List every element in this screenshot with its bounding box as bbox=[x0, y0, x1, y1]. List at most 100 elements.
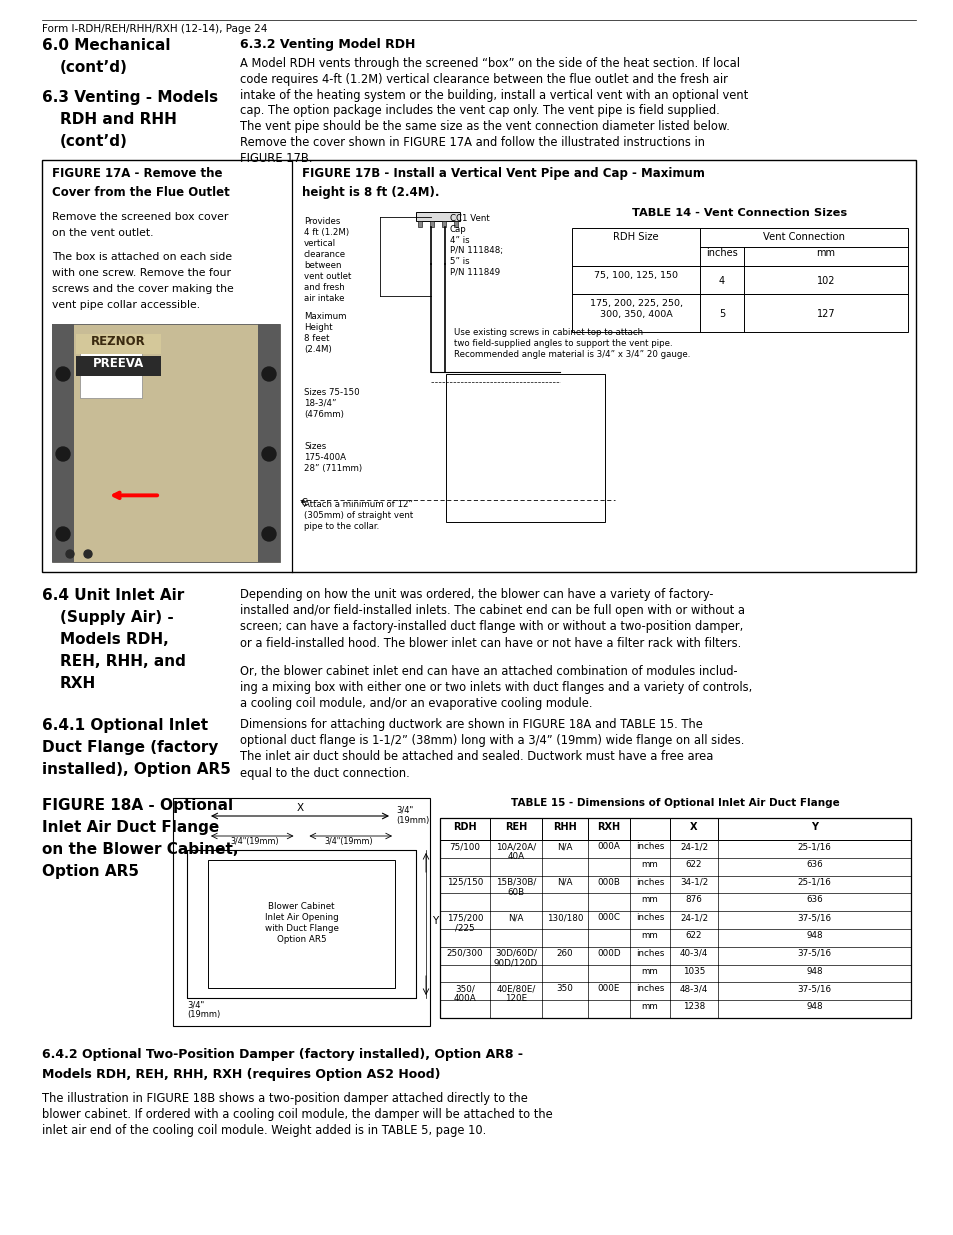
Text: REH, RHH, and: REH, RHH, and bbox=[60, 655, 186, 669]
Text: Models RDH, REH, RHH, RXH (requires Option AS2 Hood): Models RDH, REH, RHH, RXH (requires Opti… bbox=[42, 1068, 440, 1081]
Text: 000B: 000B bbox=[597, 878, 619, 887]
Text: Form I-RDH/REH/RHH/RXH (12-14), Page 24: Form I-RDH/REH/RHH/RXH (12-14), Page 24 bbox=[42, 23, 267, 35]
Text: or a field-installed hood. The blower inlet can have or not have a filter rack w: or a field-installed hood. The blower in… bbox=[240, 636, 740, 650]
Text: inlet air end of the cooling coil module. Weight added is in TABLE 5, page 10.: inlet air end of the cooling coil module… bbox=[42, 1124, 486, 1137]
Text: mm: mm bbox=[641, 931, 658, 940]
Bar bbox=[417, 221, 421, 227]
Text: Duct Flange (factory: Duct Flange (factory bbox=[42, 740, 218, 755]
Text: Inlet Air Duct Flange: Inlet Air Duct Flange bbox=[42, 820, 219, 835]
Text: 000A: 000A bbox=[597, 842, 619, 851]
Text: 127: 127 bbox=[816, 309, 835, 319]
Text: 6.4.1 Optional Inlet: 6.4.1 Optional Inlet bbox=[42, 718, 208, 734]
Text: 1238: 1238 bbox=[682, 1002, 704, 1011]
Text: Option AR5: Option AR5 bbox=[42, 864, 139, 879]
Text: 34-1/2: 34-1/2 bbox=[679, 878, 707, 887]
Text: 3/4"
(19mm): 3/4" (19mm) bbox=[395, 806, 429, 825]
Text: RHH: RHH bbox=[553, 823, 577, 832]
Text: 25-1/16: 25-1/16 bbox=[797, 842, 830, 851]
Text: 636: 636 bbox=[805, 860, 821, 868]
Text: inches: inches bbox=[635, 878, 663, 887]
Text: 175, 200, 225, 250,
300, 350, 400A: 175, 200, 225, 250, 300, 350, 400A bbox=[589, 299, 681, 319]
Text: 15B/30B/
60B: 15B/30B/ 60B bbox=[496, 878, 536, 897]
Text: FIGURE 17B - Install a Vertical Vent Pipe and Cap - Maximum: FIGURE 17B - Install a Vertical Vent Pip… bbox=[302, 167, 704, 180]
Text: 5: 5 bbox=[719, 309, 724, 319]
Text: 622: 622 bbox=[685, 931, 701, 940]
Text: RXH: RXH bbox=[597, 823, 619, 832]
Bar bbox=[572, 228, 907, 266]
Text: The vent pipe should be the same size as the vent connection diameter listed bel: The vent pipe should be the same size as… bbox=[240, 120, 729, 133]
Bar bbox=[446, 374, 604, 522]
Bar bbox=[76, 356, 161, 375]
Text: 3/4"(19mm): 3/4"(19mm) bbox=[324, 837, 373, 846]
Text: on the vent outlet.: on the vent outlet. bbox=[52, 228, 153, 238]
Bar bbox=[52, 324, 280, 562]
Bar bbox=[439, 818, 910, 840]
Text: 1035: 1035 bbox=[682, 967, 704, 976]
Text: 37-5/16: 37-5/16 bbox=[797, 984, 831, 993]
Text: a cooling coil module, and/or an evaporative cooling module.: a cooling coil module, and/or an evapora… bbox=[240, 698, 592, 710]
Text: The inlet air duct should be attached and sealed. Ductwork must have a free area: The inlet air duct should be attached an… bbox=[240, 751, 713, 763]
Text: RDH Size: RDH Size bbox=[613, 232, 659, 242]
Text: inches: inches bbox=[635, 842, 663, 851]
Text: mm: mm bbox=[641, 1002, 658, 1011]
Text: Use existing screws in cabinet top to attach
two field-supplied angles to suppor: Use existing screws in cabinet top to at… bbox=[454, 329, 690, 359]
Text: code requires 4-ft (1.2M) vertical clearance between the flue outlet and the fre: code requires 4-ft (1.2M) vertical clear… bbox=[240, 73, 727, 85]
Text: screen; can have a factory-installed duct flange with or without a two-position : screen; can have a factory-installed duc… bbox=[240, 620, 742, 634]
Text: mm: mm bbox=[641, 895, 658, 904]
Text: The box is attached on each side: The box is attached on each side bbox=[52, 252, 232, 262]
Text: 948: 948 bbox=[805, 967, 821, 976]
Text: 40E/80E/
120E: 40E/80E/ 120E bbox=[496, 984, 536, 1004]
Text: inches: inches bbox=[635, 913, 663, 923]
Text: Or, the blower cabinet inlet end can have an attached combination of modules inc: Or, the blower cabinet inlet end can hav… bbox=[240, 664, 737, 678]
Circle shape bbox=[56, 527, 70, 541]
Text: with one screw. Remove the four: with one screw. Remove the four bbox=[52, 268, 231, 278]
Text: N/A: N/A bbox=[557, 878, 572, 887]
Text: RDH and RHH: RDH and RHH bbox=[60, 112, 176, 127]
Text: 6.4.2 Optional Two-Position Damper (factory installed), Option AR8 -: 6.4.2 Optional Two-Position Damper (fact… bbox=[42, 1049, 522, 1061]
Text: 948: 948 bbox=[805, 931, 821, 940]
Text: Dimensions for attaching ductwork are shown in FIGURE 18A and TABLE 15. The: Dimensions for attaching ductwork are sh… bbox=[240, 718, 702, 731]
Text: 24-1/2: 24-1/2 bbox=[679, 913, 707, 923]
Text: Remove the cover shown in FIGURE 17A and follow the illustrated instructions in: Remove the cover shown in FIGURE 17A and… bbox=[240, 136, 704, 149]
Text: (cont’d): (cont’d) bbox=[60, 61, 128, 75]
Text: height is 8 ft (2.4M).: height is 8 ft (2.4M). bbox=[302, 186, 439, 199]
Text: 75, 100, 125, 150: 75, 100, 125, 150 bbox=[594, 270, 678, 280]
Text: mm: mm bbox=[641, 860, 658, 868]
Text: 102: 102 bbox=[816, 275, 835, 287]
Text: installed), Option AR5: installed), Option AR5 bbox=[42, 762, 231, 777]
Bar bbox=[80, 352, 142, 398]
Text: Sizes 75-150
18-3/4”
(476mm): Sizes 75-150 18-3/4” (476mm) bbox=[304, 388, 359, 419]
Text: TABLE 14 - Vent Connection Sizes: TABLE 14 - Vent Connection Sizes bbox=[632, 207, 846, 219]
Bar bbox=[76, 333, 161, 354]
Text: 260: 260 bbox=[557, 948, 573, 958]
Text: 24-1/2: 24-1/2 bbox=[679, 842, 707, 851]
Text: Blower Cabinet
Inlet Air Opening
with Duct Flange
Option AR5: Blower Cabinet Inlet Air Opening with Du… bbox=[264, 902, 338, 945]
Text: 25-1/16: 25-1/16 bbox=[797, 878, 830, 887]
Bar bbox=[52, 324, 74, 562]
Text: 130/180: 130/180 bbox=[546, 913, 582, 923]
Bar bbox=[172, 798, 430, 1026]
Text: optional duct flange is 1-1/2” (38mm) long with a 3/4” (19mm) wide flange on all: optional duct flange is 1-1/2” (38mm) lo… bbox=[240, 734, 743, 747]
Text: 175/200
/225: 175/200 /225 bbox=[446, 913, 483, 932]
Text: 636: 636 bbox=[805, 895, 821, 904]
Text: 000E: 000E bbox=[598, 984, 619, 993]
Text: inches: inches bbox=[705, 248, 737, 258]
Text: 000C: 000C bbox=[597, 913, 619, 923]
Text: RDH: RDH bbox=[453, 823, 476, 832]
Bar bbox=[257, 324, 280, 562]
Bar bbox=[572, 266, 907, 294]
Text: REZNOR: REZNOR bbox=[91, 335, 146, 348]
Text: 37-5/16: 37-5/16 bbox=[797, 913, 831, 923]
Text: Models RDH,: Models RDH, bbox=[60, 632, 169, 647]
Bar bbox=[572, 294, 907, 332]
Text: Remove the screened box cover: Remove the screened box cover bbox=[52, 212, 228, 222]
Text: inches: inches bbox=[635, 948, 663, 958]
Text: 30D/60D/
90D/120D: 30D/60D/ 90D/120D bbox=[494, 948, 537, 968]
Text: installed and/or field-installed inlets. The cabinet end can be full open with o: installed and/or field-installed inlets.… bbox=[240, 604, 744, 618]
Text: intake of the heating system or the building, install a vertical vent with an op: intake of the heating system or the buil… bbox=[240, 89, 747, 101]
Text: 350/
400A: 350/ 400A bbox=[453, 984, 476, 1004]
Text: 6.3 Venting - Models: 6.3 Venting - Models bbox=[42, 90, 218, 105]
Text: 37-5/16: 37-5/16 bbox=[797, 948, 831, 958]
Bar bbox=[208, 860, 395, 988]
Text: 948: 948 bbox=[805, 1002, 821, 1011]
